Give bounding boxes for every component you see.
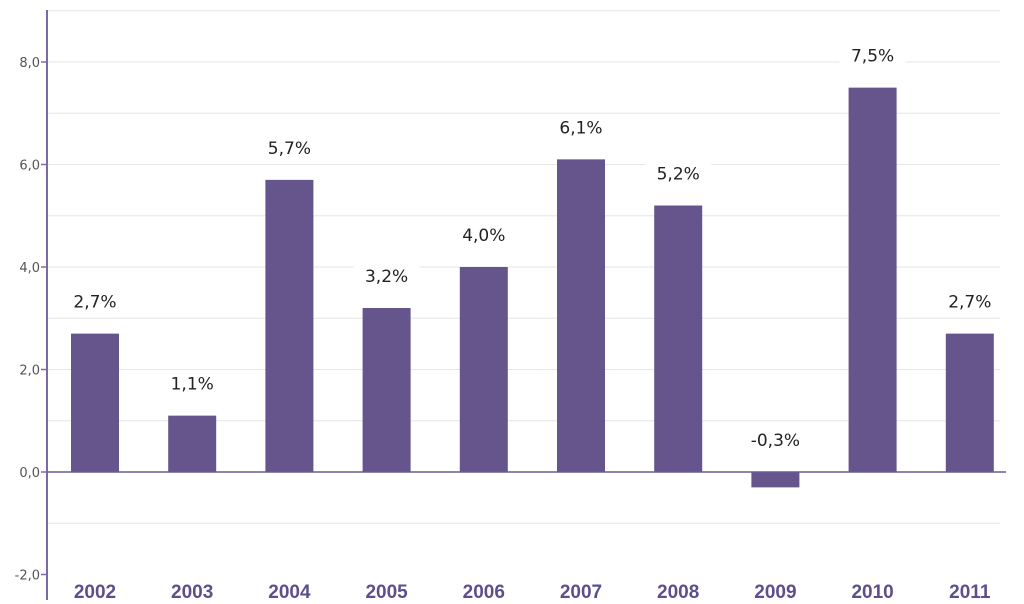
bar-2002 <box>71 333 119 472</box>
data-label: 5,7% <box>268 139 311 159</box>
x-category-label: 2002 <box>74 582 116 603</box>
data-label: 3,2% <box>365 267 408 287</box>
data-label-bg <box>839 42 906 71</box>
data-label: 2,7% <box>948 293 991 313</box>
bar-2003 <box>168 415 217 472</box>
data-label-bg <box>936 288 1003 317</box>
data-label-bg <box>450 222 517 250</box>
bar-2010 <box>848 87 897 472</box>
y-tick-labels: -2,0 0,0 2,0 4,0 6,0 8,0 <box>15 56 47 584</box>
x-category-label: 2011 <box>949 582 991 603</box>
bar-2005 <box>362 308 411 472</box>
bar-2008 <box>654 205 703 472</box>
data-label-bg <box>548 114 614 143</box>
y-tick-label: 8,0 <box>19 56 40 71</box>
axes <box>46 10 1006 600</box>
bars <box>71 87 994 488</box>
data-label: 6,1% <box>559 118 602 138</box>
x-category-label: 2005 <box>365 582 408 603</box>
data-label: 4,0% <box>462 226 505 246</box>
data-label: 5,2% <box>657 165 700 185</box>
data-label: 7,5% <box>851 47 894 67</box>
data-label-bg <box>645 160 712 189</box>
x-category-label: 2006 <box>463 582 505 603</box>
y-tick-label: -2,0 <box>15 569 40 584</box>
data-label-bg <box>353 263 420 291</box>
data-label-bg <box>62 288 128 317</box>
data-label-bg <box>742 427 809 455</box>
data-label-bg <box>256 134 323 163</box>
x-category-label: 2007 <box>560 582 602 603</box>
bar-2011 <box>945 333 994 472</box>
y-tick-label: 4,0 <box>19 261 40 276</box>
bar-2006 <box>459 267 508 472</box>
y-tick-label: 2,0 <box>19 364 40 379</box>
x-category-label: 2009 <box>754 582 796 603</box>
x-category-labels: 2002 2003 2004 2005 2006 2007 2008 2009 2010 2011 <box>74 582 991 603</box>
bar-2007 <box>557 159 605 472</box>
data-labels: 2,7% 1,1% 5,7% 3,2% 4,0% 6,1% 5,2% -0,3% 7,5% 2,7… <box>62 42 1003 455</box>
bar-2004 <box>265 179 314 472</box>
data-label-bg <box>159 370 226 399</box>
x-category-label: 2008 <box>657 582 699 603</box>
bar-2009 <box>751 472 800 488</box>
x-category-label: 2003 <box>171 582 213 603</box>
data-label: 2,7% <box>73 293 116 313</box>
x-category-label: 2010 <box>851 582 893 603</box>
data-label: -0,3% <box>751 431 800 451</box>
y-tick-label: 6,0 <box>19 159 40 174</box>
y-tick-label: 0,0 <box>19 466 40 481</box>
x-category-label: 2004 <box>268 582 311 603</box>
data-label: 1,1% <box>171 375 214 395</box>
